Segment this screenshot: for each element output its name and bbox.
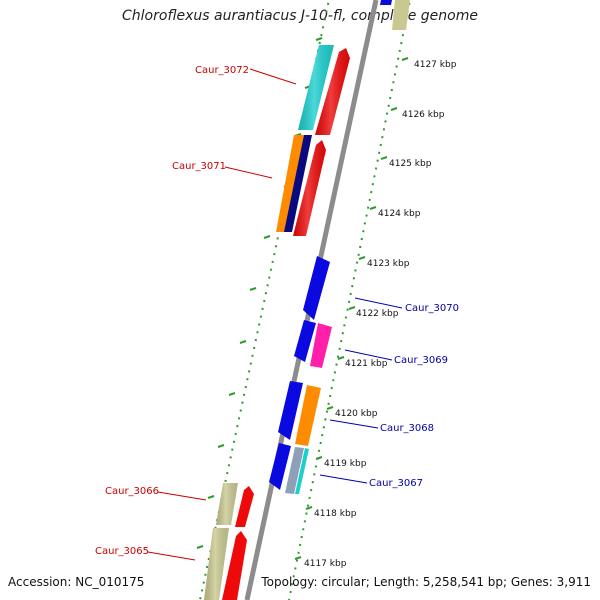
gene-arrow[interactable] xyxy=(284,135,312,232)
gene-label-caur-3065[interactable]: Caur_3065 xyxy=(95,546,149,557)
accession-text: Accession: NC_010175 xyxy=(8,575,145,589)
gene-arrow[interactable] xyxy=(310,323,332,368)
gene-arrow[interactable] xyxy=(269,443,291,490)
gene-arrow[interactable] xyxy=(303,256,330,320)
gene-arrow[interactable] xyxy=(222,531,247,600)
gene-label-caur-3071[interactable]: Caur_3071 xyxy=(172,161,226,172)
gene-arrow[interactable] xyxy=(295,385,321,446)
map-title: Chloroflexus aurantiacus J-10-fl, comple… xyxy=(122,8,478,24)
major-ticks xyxy=(294,57,409,560)
gene-arrow[interactable] xyxy=(392,0,410,30)
gene-label-caur-3070[interactable]: Caur_3070 xyxy=(405,303,459,314)
gene-labels: Caur_3072 Caur_3071 Caur_3070 Caur_3069 … xyxy=(95,65,459,557)
kbp-label: 4119 kbp xyxy=(324,459,367,469)
gene-label-caur-3068[interactable]: Caur_3068 xyxy=(380,423,434,434)
label-leaders xyxy=(147,68,403,561)
kbp-label: 4123 kbp xyxy=(367,259,410,269)
kbp-label: 4127 kbp xyxy=(414,60,457,70)
kbp-label: 4121 kbp xyxy=(345,359,388,369)
kbp-labels: 4127 kbp 4126 kbp 4125 kbp 4124 kbp 4123… xyxy=(304,60,457,569)
gene-label-caur-3072[interactable]: Caur_3072 xyxy=(195,65,249,76)
kbp-label: 4122 kbp xyxy=(356,309,399,319)
gene-arrow[interactable] xyxy=(276,135,304,232)
gene-arrow[interactable] xyxy=(235,486,254,527)
kbp-label: 4118 kbp xyxy=(314,509,357,519)
gene-features xyxy=(204,0,410,600)
kbp-label: 4124 kbp xyxy=(378,209,421,219)
gene-label-caur-3066[interactable]: Caur_3066 xyxy=(105,486,159,497)
kbp-label: 4125 kbp xyxy=(389,159,432,169)
kbp-label: 4120 kbp xyxy=(335,409,378,419)
gene-label-caur-3069[interactable]: Caur_3069 xyxy=(394,355,448,366)
gene-arrow[interactable] xyxy=(278,381,303,440)
gene-arrow[interactable] xyxy=(295,448,309,494)
topology-text: Topology: circular; Length: 5,258,541 bp… xyxy=(261,575,591,589)
kbp-label: 4117 kbp xyxy=(304,559,347,569)
gene-arrow[interactable] xyxy=(294,320,316,362)
kbp-label: 4126 kbp xyxy=(402,110,445,120)
gene-arrow[interactable] xyxy=(380,0,392,5)
gene-label-caur-3067[interactable]: Caur_3067 xyxy=(369,478,423,489)
gene-arrow[interactable] xyxy=(285,447,304,494)
